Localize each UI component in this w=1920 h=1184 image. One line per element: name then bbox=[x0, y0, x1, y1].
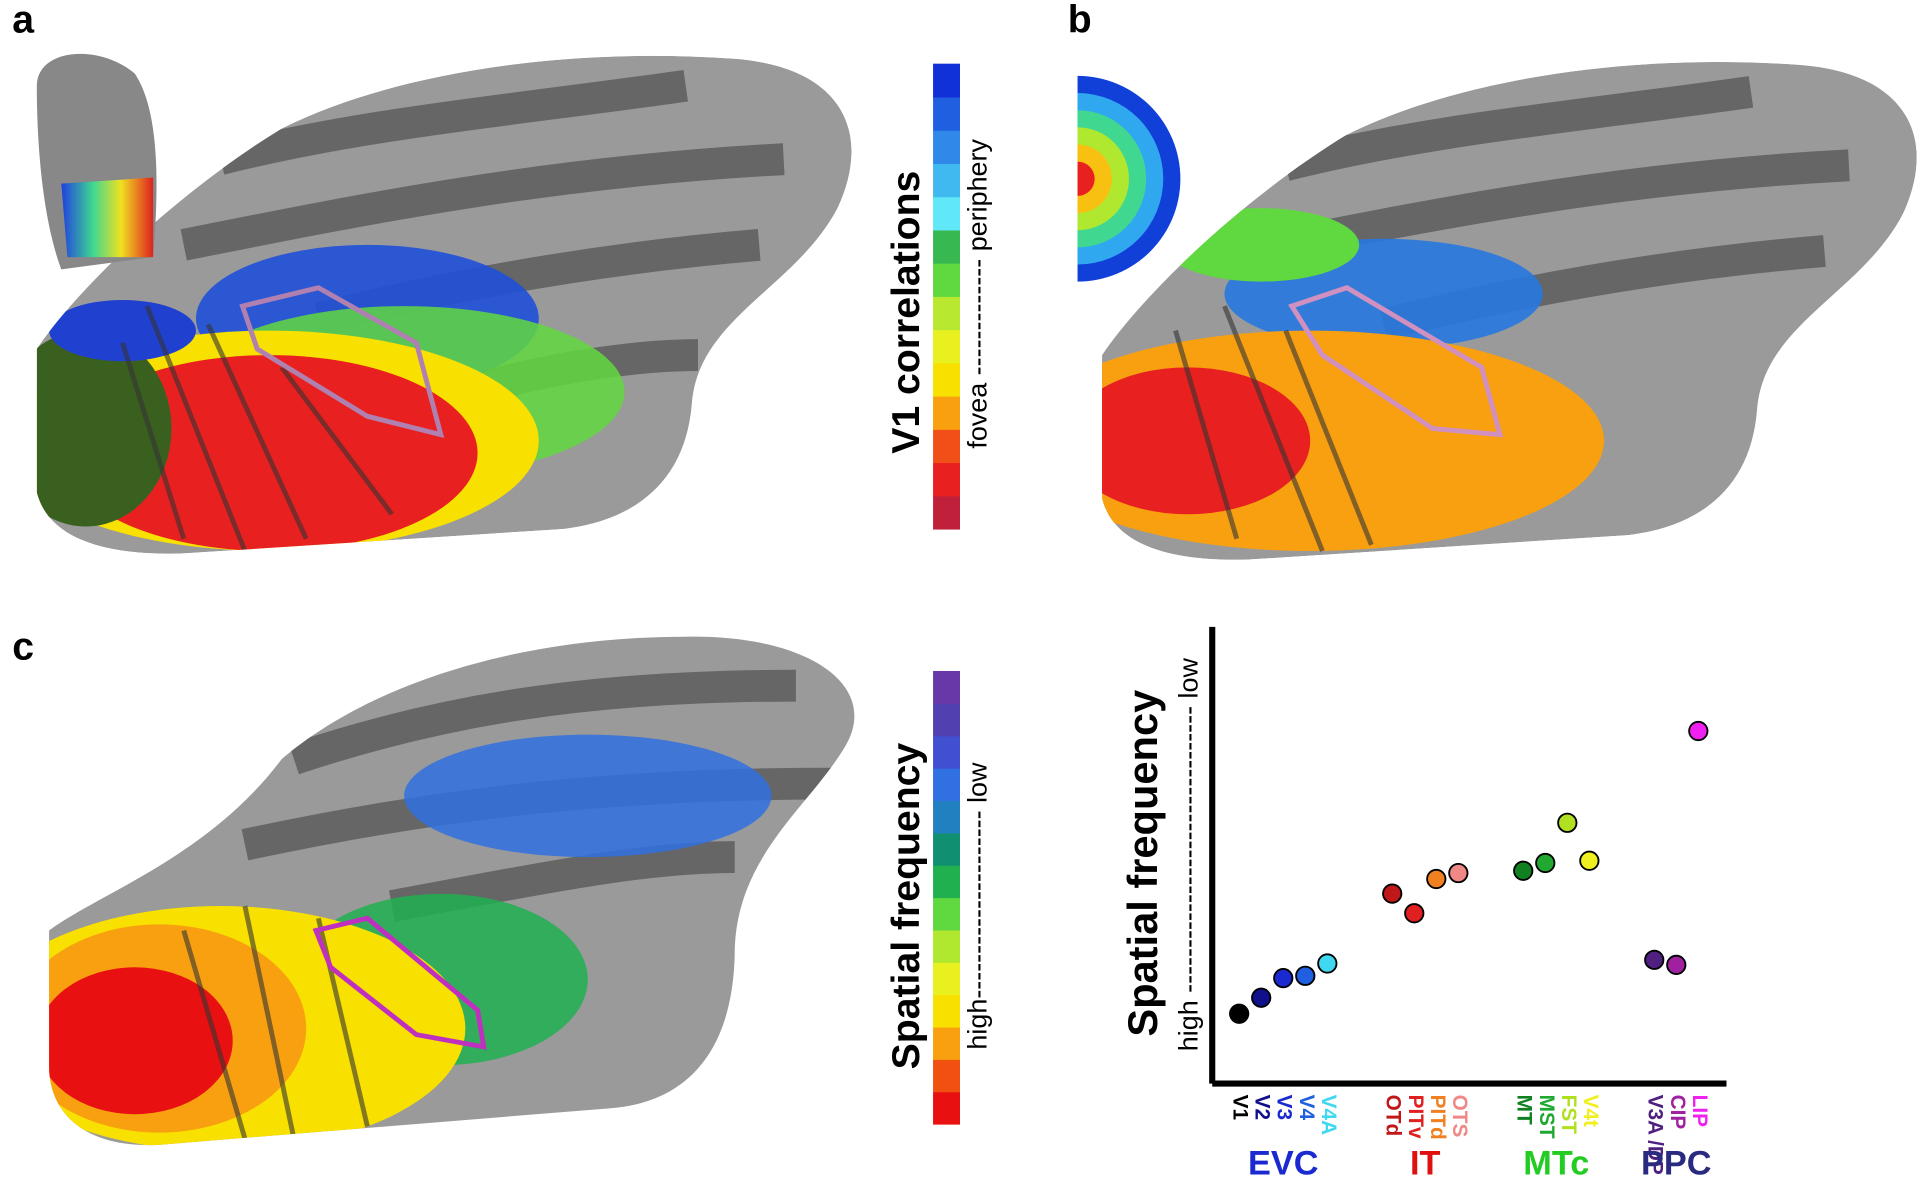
colorbar-segment bbox=[933, 163, 960, 198]
panel-label: b bbox=[1068, 0, 1092, 41]
colorbar-segment bbox=[933, 703, 960, 737]
data-point bbox=[1557, 812, 1578, 833]
brain-map-c bbox=[49, 636, 855, 1146]
x-tick-label: V4A bbox=[1317, 1095, 1340, 1135]
data-point bbox=[1426, 868, 1447, 890]
colorbar-segment bbox=[933, 196, 960, 231]
data-point bbox=[1688, 720, 1709, 742]
colorbar-segment bbox=[933, 1026, 960, 1060]
colorbar-segment bbox=[933, 670, 960, 704]
colorbar-segment bbox=[933, 263, 960, 297]
y-axis-title: Spatial frequency bbox=[1119, 690, 1166, 1037]
x-tick-label: V4 bbox=[1295, 1095, 1318, 1121]
colorbar-segment bbox=[933, 429, 960, 464]
colorbar-segment bbox=[933, 462, 960, 497]
colorbar-segment bbox=[933, 800, 960, 834]
brain-map-b bbox=[1102, 61, 1917, 560]
colorbar-segment bbox=[933, 994, 960, 1028]
data-point bbox=[1317, 953, 1338, 974]
data-point bbox=[1535, 852, 1556, 874]
brain-map-a bbox=[36, 55, 852, 554]
group-label: MTc bbox=[1523, 1145, 1589, 1183]
x-tick-label: CIP bbox=[1666, 1095, 1689, 1130]
x-tick-label: FST bbox=[1557, 1095, 1580, 1135]
colorbar-segment bbox=[933, 832, 960, 866]
x-tick-label: V1 bbox=[1229, 1095, 1252, 1120]
x-tick-label: PITv bbox=[1404, 1095, 1427, 1139]
colorbar-segment bbox=[933, 962, 960, 996]
colorbar-segment bbox=[933, 1059, 960, 1093]
x-tick-label: OTS bbox=[1448, 1095, 1471, 1138]
colorbar-segment bbox=[933, 897, 960, 931]
colorbar-title: V1 correlations bbox=[885, 171, 928, 454]
data-point bbox=[1644, 949, 1665, 970]
colorbar-label: high--------------------- low bbox=[963, 762, 993, 1050]
roi-outline bbox=[312, 915, 487, 1050]
x-tick-label: PITd bbox=[1426, 1095, 1449, 1140]
colorbar-segment bbox=[933, 296, 960, 331]
data-point bbox=[1229, 1003, 1250, 1024]
group-label: PPC bbox=[1641, 1145, 1711, 1183]
panel-label: a bbox=[12, 0, 35, 41]
x-tick-label: MT bbox=[1513, 1095, 1536, 1125]
colorbar-segment bbox=[933, 929, 960, 963]
data-point bbox=[1513, 860, 1534, 881]
group-label: EVC bbox=[1248, 1145, 1318, 1183]
colorbar-segment bbox=[933, 1091, 960, 1125]
colorbar-segment bbox=[933, 96, 960, 131]
x-tick-label: OTd bbox=[1382, 1095, 1405, 1137]
colorbar-segment bbox=[933, 495, 960, 530]
colorbar-title: Spatial frequency bbox=[885, 743, 928, 1070]
x-tick-label: V3A /DP bbox=[1644, 1095, 1667, 1175]
roi-outline bbox=[239, 285, 445, 439]
data-point bbox=[1404, 903, 1425, 924]
x-tick-label: MST bbox=[1535, 1095, 1558, 1139]
group-label: IT bbox=[1410, 1145, 1441, 1183]
colorbar-label: fovea ------------- periphery bbox=[963, 139, 993, 449]
colorbar-segment bbox=[933, 396, 960, 430]
x-tick-label: V3 bbox=[1273, 1095, 1296, 1120]
data-point bbox=[1251, 987, 1272, 1008]
data-point bbox=[1382, 883, 1403, 904]
x-tick-label: V4t bbox=[1579, 1095, 1602, 1127]
colorbar-segment bbox=[933, 735, 960, 769]
colorbar-segment bbox=[933, 130, 960, 164]
data-point bbox=[1448, 862, 1469, 884]
colorbar-segment bbox=[933, 229, 960, 264]
colorbar-segment bbox=[933, 63, 960, 98]
panel-label: c bbox=[12, 625, 34, 668]
y-range-label: high -------------------------------- lo… bbox=[1173, 658, 1203, 1052]
colorbar-segment bbox=[933, 865, 960, 899]
data-point bbox=[1579, 850, 1600, 871]
data-point bbox=[1295, 965, 1316, 986]
polar-angle-key bbox=[1077, 75, 1181, 282]
data-point bbox=[1273, 967, 1294, 989]
inset-hemisphere bbox=[36, 53, 157, 270]
colorbar-segment bbox=[933, 362, 960, 397]
data-point bbox=[1666, 954, 1687, 975]
x-tick-label: LIP bbox=[1688, 1095, 1711, 1127]
roi-outline bbox=[1288, 285, 1504, 438]
x-tick-label: V2 bbox=[1251, 1095, 1274, 1120]
colorbar-segment bbox=[933, 768, 960, 802]
colorbar-segment bbox=[933, 329, 960, 364]
